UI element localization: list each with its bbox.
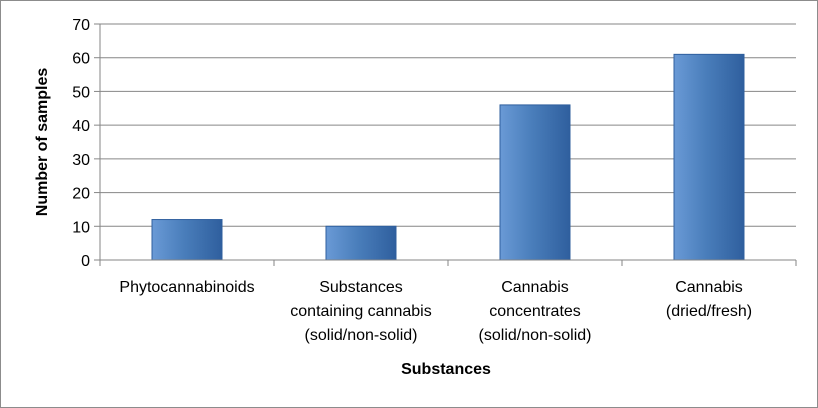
x-tick-label: containing cannabis <box>290 303 431 320</box>
bar <box>151 219 223 261</box>
x-tick-label: concentrates <box>489 303 581 320</box>
bars <box>151 53 745 261</box>
axes <box>94 23 797 266</box>
y-tick-label: 10 <box>72 219 90 236</box>
x-tick-label: (dried/fresh) <box>666 303 752 320</box>
x-axis-title: Substances <box>401 361 491 378</box>
x-tick-label: Cannabis <box>675 279 743 296</box>
x-tick-label: Cannabis <box>501 279 569 296</box>
y-tick-label: 50 <box>72 84 90 101</box>
y-tick-label: 20 <box>72 186 90 203</box>
x-tick-label: Phytocannabinoids <box>119 279 254 296</box>
bar <box>499 104 571 261</box>
x-tick-label: (solid/non-solid) <box>305 327 418 344</box>
x-tick-labels: Phytocannabinoids Substances containing ca… <box>119 279 752 344</box>
y-axis-title: Number of samples <box>34 68 51 217</box>
y-tick-label: 0 <box>81 253 90 270</box>
y-tick-label: 40 <box>72 118 90 135</box>
y-tick-label: 30 <box>72 152 90 169</box>
bar <box>673 53 745 261</box>
x-tick-label: Substances <box>319 279 403 296</box>
y-tick-label: 60 <box>72 51 90 68</box>
bar <box>325 225 397 261</box>
x-tick-label: (solid/non-solid) <box>479 327 592 344</box>
y-tick-label: 70 <box>72 17 90 34</box>
y-tick-labels: 0 10 20 30 40 50 60 70 <box>72 17 90 270</box>
